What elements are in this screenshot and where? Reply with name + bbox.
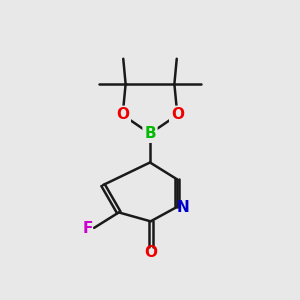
Text: O: O [171,107,184,122]
Text: O: O [144,245,157,260]
Text: O: O [116,107,129,122]
Text: F: F [82,221,93,236]
Text: N: N [176,200,189,214]
Text: B: B [144,126,156,141]
